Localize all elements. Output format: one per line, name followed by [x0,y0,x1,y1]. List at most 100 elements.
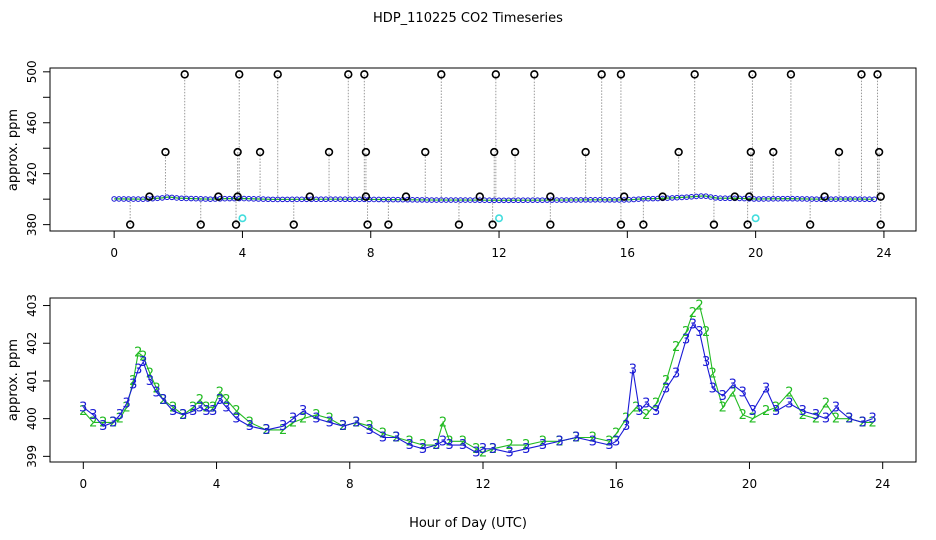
top-x-tick-label: 16 [620,246,635,260]
series-2-point: 2 [326,412,334,427]
top-x-tick-label: 20 [748,246,763,260]
spike-point [597,70,606,79]
series-2-point: 2 [822,397,830,412]
series-2-point: 2 [672,340,680,355]
spike-point [360,70,369,79]
series-3-point: 3 [169,404,177,419]
spike-point [125,220,135,229]
bottom-plot-frame [49,297,917,463]
series-3-point: 3 [289,412,297,427]
series-3-point: 3 [635,404,643,419]
spike-point [530,70,539,79]
series-2-point: 2 [129,374,137,389]
spike-point [384,220,393,229]
series-3-point: 3 [312,412,320,427]
series-2-point: 2 [439,415,447,430]
series-2-point: 2 [589,430,597,445]
series-3-point: 3 [446,438,454,453]
series-2-point: 2 [89,415,97,430]
spike-point [231,220,241,229]
series-3-point: 3 [122,397,130,412]
spike-point [857,70,866,79]
series-3-point: 3 [612,434,620,449]
x-axis-label: Hour of Day (UTC) [409,516,527,531]
series-3-point: 3 [189,404,197,419]
spike-point [344,70,353,79]
spike-point [546,192,555,201]
series-2-point: 2 [832,412,840,427]
top-x-tick-label: 4 [239,246,247,260]
spike-point [874,147,884,157]
series-3-line [82,323,873,454]
series-2-point: 2 [99,415,107,430]
series-2-point: 2 [719,400,727,415]
series-3-point: 3 [116,408,124,423]
top-x-tick-label: 8 [367,246,375,260]
series-2-point: 2 [479,446,487,461]
series-3-point: 3 [729,378,737,393]
series-2-point: 2 [446,434,454,449]
series-2-point: 2 [146,366,154,381]
series-2-point: 2 [152,381,160,396]
series-2-point: 2 [196,393,204,408]
bottom-y-axis-label: approx. ppm [6,339,21,421]
spike-point [488,220,497,229]
series-3-point: 3 [379,430,387,445]
cyan-marker [751,214,760,223]
series-2-point: 2 [682,325,690,340]
series-2-point: 2 [419,438,427,453]
spike-point [363,220,372,229]
series-2-point: 2 [209,400,217,415]
series-3-point: 3 [146,374,154,389]
series-3-point: 3 [419,442,427,457]
spike-point [690,70,699,79]
series-2-point: 2 [169,400,177,415]
series-3-point: 3 [432,438,440,453]
bottom-y-tick-label: 399 [25,445,39,468]
series-3-point: 3 [506,446,514,461]
series-3-point: 3 [799,404,807,419]
series-2-point: 2 [762,404,770,419]
series-3-point: 3 [695,325,703,340]
spike-point [235,70,244,79]
spike-point [709,220,719,229]
spike-point [743,220,752,229]
series-3-point: 3 [439,434,447,449]
series-3-point: 3 [555,434,563,449]
series-2-point: 2 [709,366,717,381]
series-2-point: 2 [232,404,240,419]
spike-point [834,147,844,157]
spike-point [658,192,667,201]
series-2-point: 2 [116,412,124,427]
bottom-y-tick-label: 400 [25,407,39,430]
spike-point [361,192,371,201]
bottom-x-tick-label: 12 [475,477,490,491]
series-2-point: 2 [642,408,650,423]
series-3-point: 3 [196,400,204,415]
spike-point [616,220,626,229]
top-x-tick-label: 24 [876,246,891,260]
series-3-point: 3 [709,381,717,396]
series-2-point: 2 [459,434,467,449]
series-3-point: 3 [662,381,670,396]
spike-point [273,70,282,79]
top-plot-frame [49,67,917,232]
spike-point [616,70,626,79]
spike-point [745,192,754,201]
series-2-point: 2 [506,438,514,453]
spike-point [581,147,590,157]
spike-point [454,220,464,229]
series-2-point: 2 [702,325,710,340]
series-2-point: 2 [216,385,224,400]
baseline-line [114,195,875,201]
series-3-point: 3 [392,430,400,445]
bottom-y-tick-label: 402 [25,332,39,355]
series-3-point: 3 [539,438,547,453]
spike-point [214,192,223,201]
spike-point [876,192,885,201]
baseline-point [871,196,878,203]
series-3-point: 3 [222,400,230,415]
series-3-point: 3 [246,419,254,434]
spike-point [421,147,430,157]
spike-point [289,220,298,229]
